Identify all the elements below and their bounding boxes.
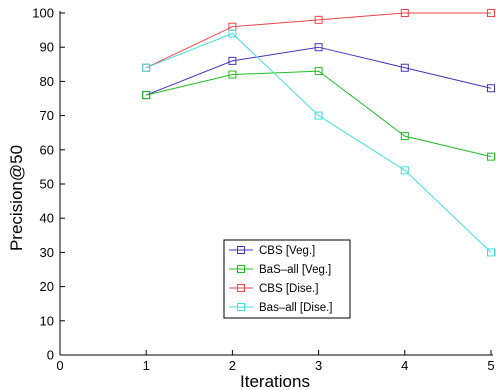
y-tick-label: 40 — [40, 211, 54, 226]
x-tick-label: 4 — [401, 358, 408, 373]
legend-label-1: BaS–all [Veg.] — [259, 264, 331, 276]
y-tick-label: 20 — [40, 279, 54, 294]
legend-label-3: Bas–all [Dise.] — [259, 302, 333, 314]
x-tick-label: 3 — [315, 358, 322, 373]
data-point-marker — [228, 56, 237, 65]
data-point-marker — [487, 248, 495, 257]
axes — [59, 11, 493, 356]
legend-marker-3 — [237, 303, 245, 311]
data-point-marker — [314, 15, 323, 24]
data-point-marker — [487, 84, 495, 93]
x-tick-label: 1 — [143, 358, 150, 373]
data-point-marker — [228, 70, 237, 79]
data-point-marker — [314, 111, 323, 120]
y-axis-title: Precision@50 — [7, 145, 26, 251]
data-point-marker — [314, 43, 323, 52]
data-point-marker — [400, 63, 409, 72]
series-line-2 — [145, 12, 491, 69]
legend: CBS [Veg.] BaS–all [Veg.] CBS [Dise.] Bas–a… — [223, 239, 351, 319]
data-point-marker — [487, 9, 495, 17]
series-markers — [142, 9, 495, 257]
y-tick-label: 100 — [32, 6, 54, 21]
data-point-marker — [142, 63, 151, 72]
data-point-marker — [400, 166, 409, 175]
series-line-0 — [146, 46, 492, 96]
legend-marker-0 — [237, 246, 245, 254]
y-tick-label: 10 — [40, 313, 54, 328]
y-tick-label: 90 — [40, 40, 54, 55]
x-tick-label: 5 — [487, 358, 494, 373]
data-point-marker — [400, 132, 409, 141]
series-lines — [145, 12, 492, 253]
y-tick-label: 80 — [40, 74, 54, 89]
data-point-marker — [314, 67, 323, 76]
y-tick-label: 0 — [47, 348, 54, 363]
y-tick-label: 30 — [40, 245, 54, 260]
series-line-1 — [146, 70, 492, 158]
y-tick-label: 50 — [40, 177, 54, 192]
x-axis-title: Iterations — [240, 372, 310, 390]
series-line-3 — [146, 32, 492, 253]
y-ticks: 0 10 20 30 40 50 60 70 80 90 100 — [32, 6, 65, 363]
data-point-marker — [228, 29, 237, 38]
y-tick-label: 60 — [40, 142, 54, 157]
legend-marker-1 — [237, 265, 245, 273]
legend-marker-2 — [237, 284, 245, 292]
data-point-marker — [142, 91, 151, 100]
y-tick-label: 70 — [40, 108, 54, 123]
x-tick-label: 0 — [56, 358, 63, 373]
x-tick-label: 2 — [229, 358, 236, 373]
legend-label-2: CBS [Dise.] — [259, 283, 318, 295]
legend-label-0: CBS [Veg.] — [259, 245, 315, 257]
x-ticks: 0 1 2 3 4 5 — [56, 350, 495, 373]
data-point-marker — [400, 9, 409, 17]
data-point-marker — [487, 152, 495, 161]
